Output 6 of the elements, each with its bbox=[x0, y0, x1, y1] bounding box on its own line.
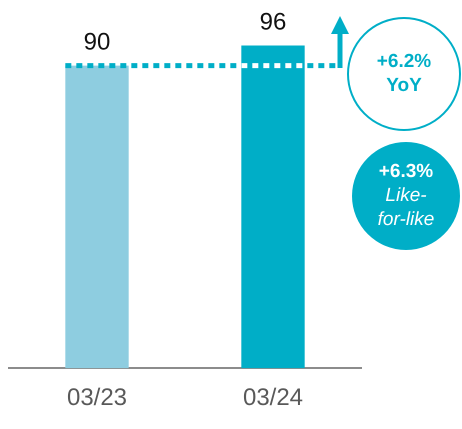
x-tick-label: 03/23 bbox=[66, 384, 128, 412]
data-label: 96 bbox=[260, 8, 286, 36]
text: +6.2% YoY bbox=[376, 50, 432, 98]
data-label: 90 bbox=[84, 28, 110, 56]
text: +6.3% Like-for-like bbox=[376, 160, 436, 232]
x-tick-label: 03/24 bbox=[242, 384, 304, 412]
